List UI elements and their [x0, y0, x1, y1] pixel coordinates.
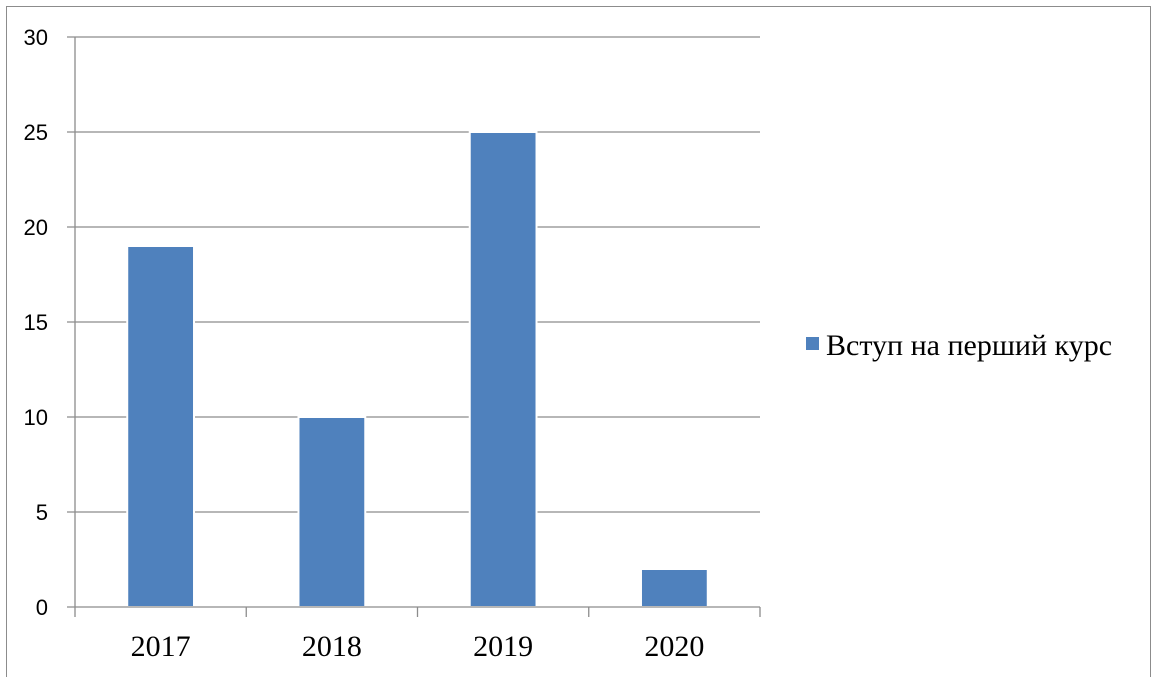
y-tick-label-20: 20: [24, 215, 48, 240]
bars: [126, 131, 709, 608]
bar-2020: [639, 568, 709, 608]
y-tick-label-30: 30: [24, 25, 48, 50]
legend-swatch: [806, 337, 819, 350]
axes: [67, 37, 761, 617]
y-tick-label-15: 15: [24, 310, 48, 335]
x-tick-labels: 2017 2018 2019 2020: [131, 630, 705, 663]
y-tick-labels: 0 5 10 15 20 25 30: [24, 25, 48, 620]
bar-2018: [297, 416, 367, 608]
x-tick-label-2017: 2017: [131, 630, 191, 663]
legend: Вступ на перший курс: [806, 329, 1112, 362]
x-tick-label-2020: 2020: [644, 630, 704, 663]
bar-2019: [468, 131, 538, 608]
y-tick-label-0: 0: [36, 595, 48, 620]
x-tick-label-2019: 2019: [473, 630, 533, 663]
y-tick-label-25: 25: [24, 120, 48, 145]
legend-label: Вступ на перший курс: [826, 329, 1112, 362]
bar-2017: [126, 245, 196, 608]
y-tick-label-10: 10: [24, 405, 48, 430]
y-tick-label-5: 5: [36, 500, 48, 525]
x-tick-label-2018: 2018: [302, 630, 362, 663]
